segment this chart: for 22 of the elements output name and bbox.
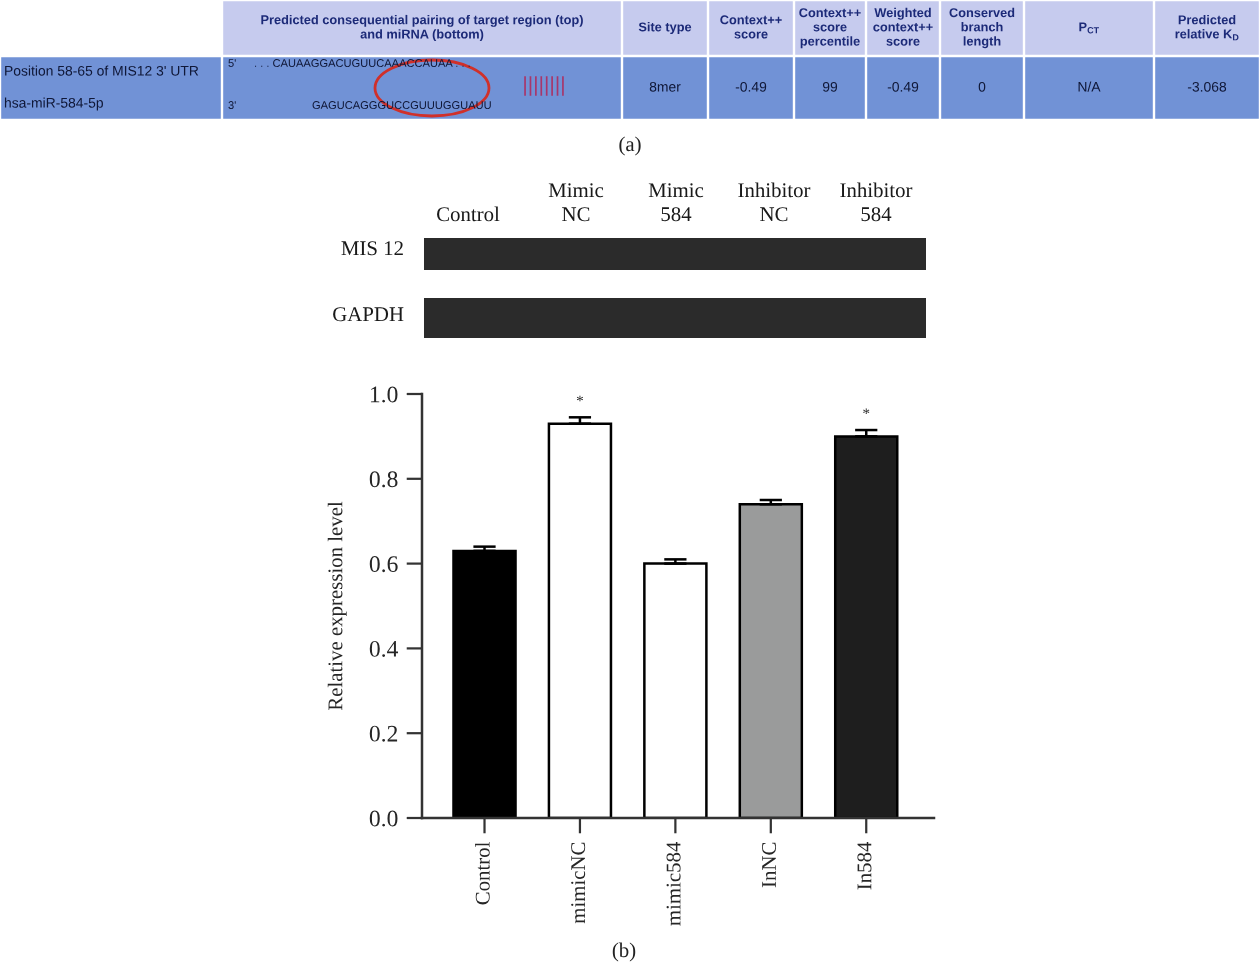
y-axis-title: Relative expression level — [327, 501, 347, 711]
x-tick-label: Control — [475, 842, 490, 905]
y-tick-label: 0.8 — [369, 471, 398, 488]
y-tick-label: 0.6 — [369, 556, 398, 573]
text: Control — [437, 206, 500, 222]
x-tick-label: mimic584 — [666, 841, 681, 926]
text: (b) — [612, 942, 636, 962]
text: (a) — [619, 136, 641, 156]
y-tick-label: 1.0 — [370, 386, 398, 403]
x-tick-label: mimicNC — [571, 842, 586, 924]
y-tick-label: 0.4 — [369, 640, 399, 657]
x-tick-label: InNC — [762, 842, 777, 888]
text: Inhibitor NC — [738, 182, 811, 222]
y-tick-label: 0.0 — [369, 810, 398, 827]
text: MIS 12 — [341, 241, 403, 256]
text: Mimic NC — [548, 183, 604, 222]
text: Inhibitor 584 — [840, 182, 913, 222]
x-tick-label: In584 — [857, 841, 872, 890]
y-tick-label: 0.2 — [369, 725, 398, 742]
text: GAPDH — [333, 307, 404, 322]
text: |||||||| — [524, 76, 564, 96]
text: Mimic 584 — [648, 183, 704, 222]
